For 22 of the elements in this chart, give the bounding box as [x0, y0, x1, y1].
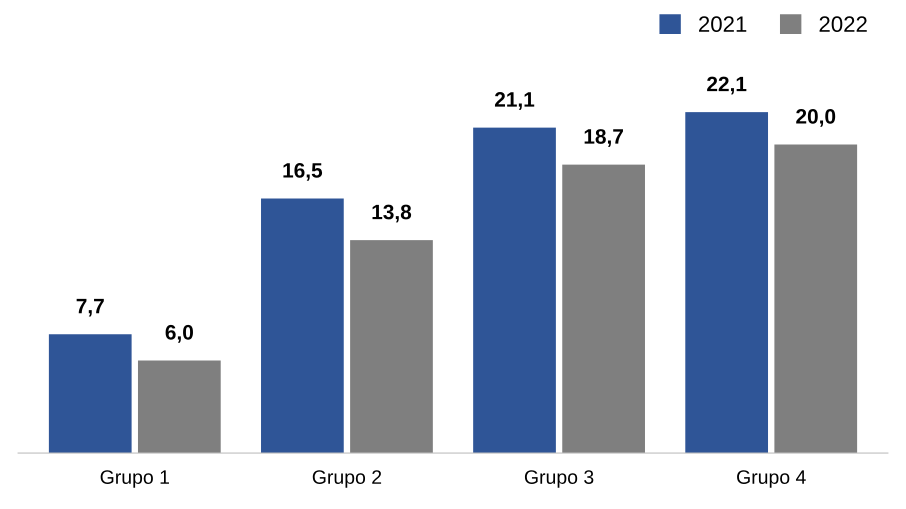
legend-label: 2022: [820, 16, 867, 32]
data-label: 21,1: [494, 92, 534, 110]
data-label: 20,0: [796, 109, 836, 127]
x-tick-label: Grupo 4: [737, 470, 806, 488]
bar: [473, 128, 556, 454]
x-tick-label: Grupo 1: [100, 470, 169, 488]
bar: [562, 164, 645, 454]
data-label: 16,5: [283, 162, 322, 181]
bar: [774, 144, 858, 454]
data-label: 18,7: [584, 129, 623, 147]
x-tick-label: Grupo 2: [312, 470, 382, 488]
bar: [261, 198, 344, 454]
data-label: 6,0: [166, 324, 193, 343]
bar: [685, 112, 768, 454]
x-tick-label: Grupo 3: [524, 470, 594, 488]
data-label: 7,7: [76, 298, 104, 316]
data-label: 13,8: [372, 204, 412, 222]
bar: [138, 360, 221, 454]
bar: [48, 334, 132, 454]
legend-label: 2021: [699, 16, 746, 32]
bar: [350, 240, 433, 454]
data-label: 22,1: [707, 76, 746, 94]
